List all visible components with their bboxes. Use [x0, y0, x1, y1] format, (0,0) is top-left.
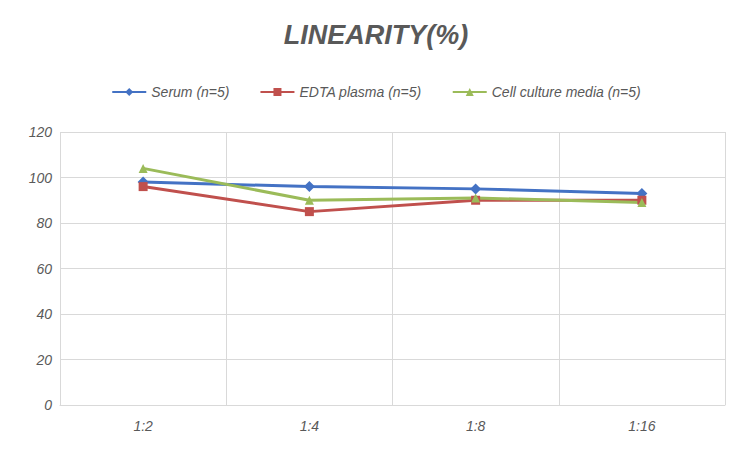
svg-text:120: 120: [29, 124, 53, 140]
svg-text:EDTA plasma (n=5): EDTA plasma (n=5): [299, 84, 421, 100]
svg-text:0: 0: [44, 397, 52, 413]
svg-text:80: 80: [36, 215, 52, 231]
svg-text:20: 20: [35, 352, 52, 368]
svg-text:40: 40: [36, 306, 52, 322]
svg-text:Cell culture media (n=5): Cell culture media (n=5): [492, 84, 641, 100]
svg-text:Serum (n=5): Serum (n=5): [151, 84, 229, 100]
svg-text:100: 100: [29, 170, 53, 186]
svg-text:1:2: 1:2: [133, 418, 153, 434]
svg-text:1:8: 1:8: [466, 418, 486, 434]
svg-text:1:16: 1:16: [628, 418, 655, 434]
svg-text:60: 60: [36, 261, 52, 277]
svg-text:1:4: 1:4: [300, 418, 320, 434]
svg-text:LINEARITY(%): LINEARITY(%): [284, 20, 469, 50]
